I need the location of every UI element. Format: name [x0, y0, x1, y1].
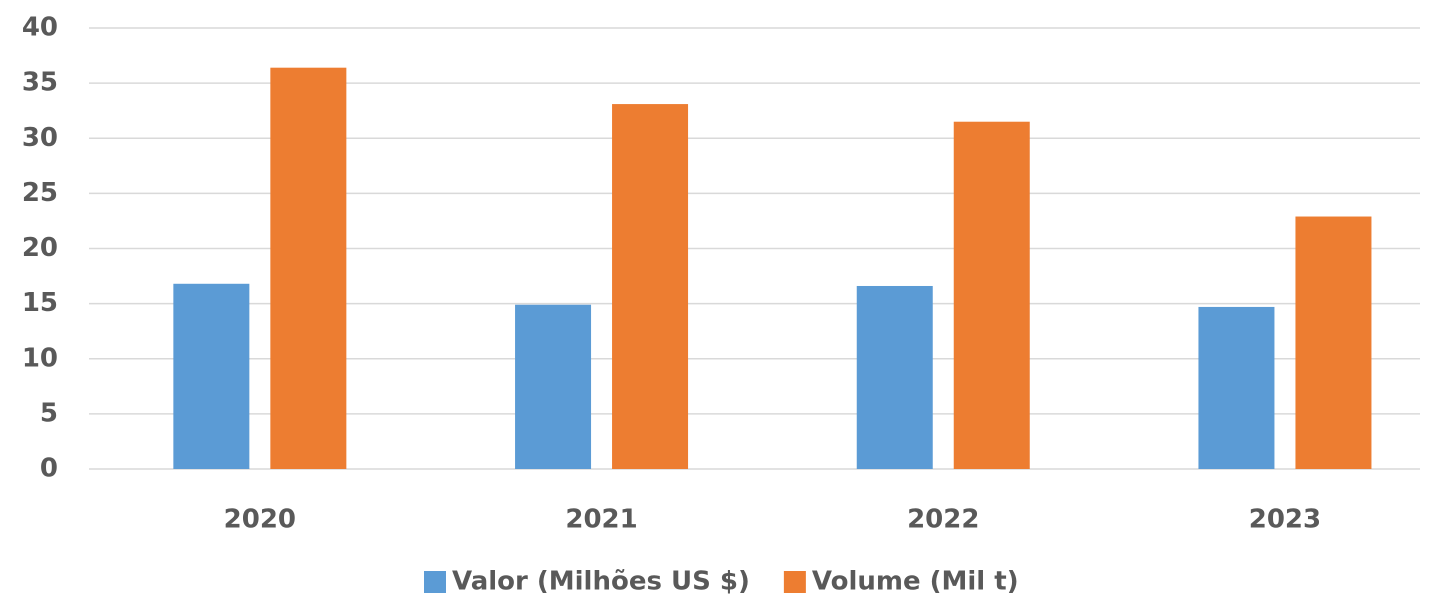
y-tick-label: 35: [22, 68, 58, 98]
y-tick-label: 20: [22, 233, 58, 263]
bar: [1295, 216, 1372, 469]
bar: [612, 104, 689, 469]
legend-swatch: [424, 571, 446, 593]
legend-swatch: [783, 571, 806, 593]
bar: [1198, 306, 1275, 469]
x-tick-label: 2022: [907, 505, 979, 535]
x-tick-label: 2023: [1249, 505, 1321, 535]
bar: [515, 304, 592, 469]
x-tick-label: 2021: [565, 505, 637, 535]
y-tick-label: 30: [22, 123, 58, 153]
y-tick-label: 25: [22, 178, 58, 208]
bar: [173, 283, 250, 469]
y-tick-label: 10: [22, 343, 58, 373]
y-tick-label: 5: [40, 398, 58, 428]
legend-label: Valor (Milhões US $): [452, 567, 750, 597]
y-tick-label: 15: [22, 288, 58, 318]
y-tick-label: 40: [22, 13, 58, 43]
y-tick-label: 0: [40, 454, 58, 484]
x-tick-label: 2020: [224, 505, 296, 535]
legend-label: Volume (Mil t): [812, 567, 1019, 597]
bar: [270, 67, 347, 469]
bar: [953, 121, 1030, 470]
bar: [856, 285, 933, 469]
